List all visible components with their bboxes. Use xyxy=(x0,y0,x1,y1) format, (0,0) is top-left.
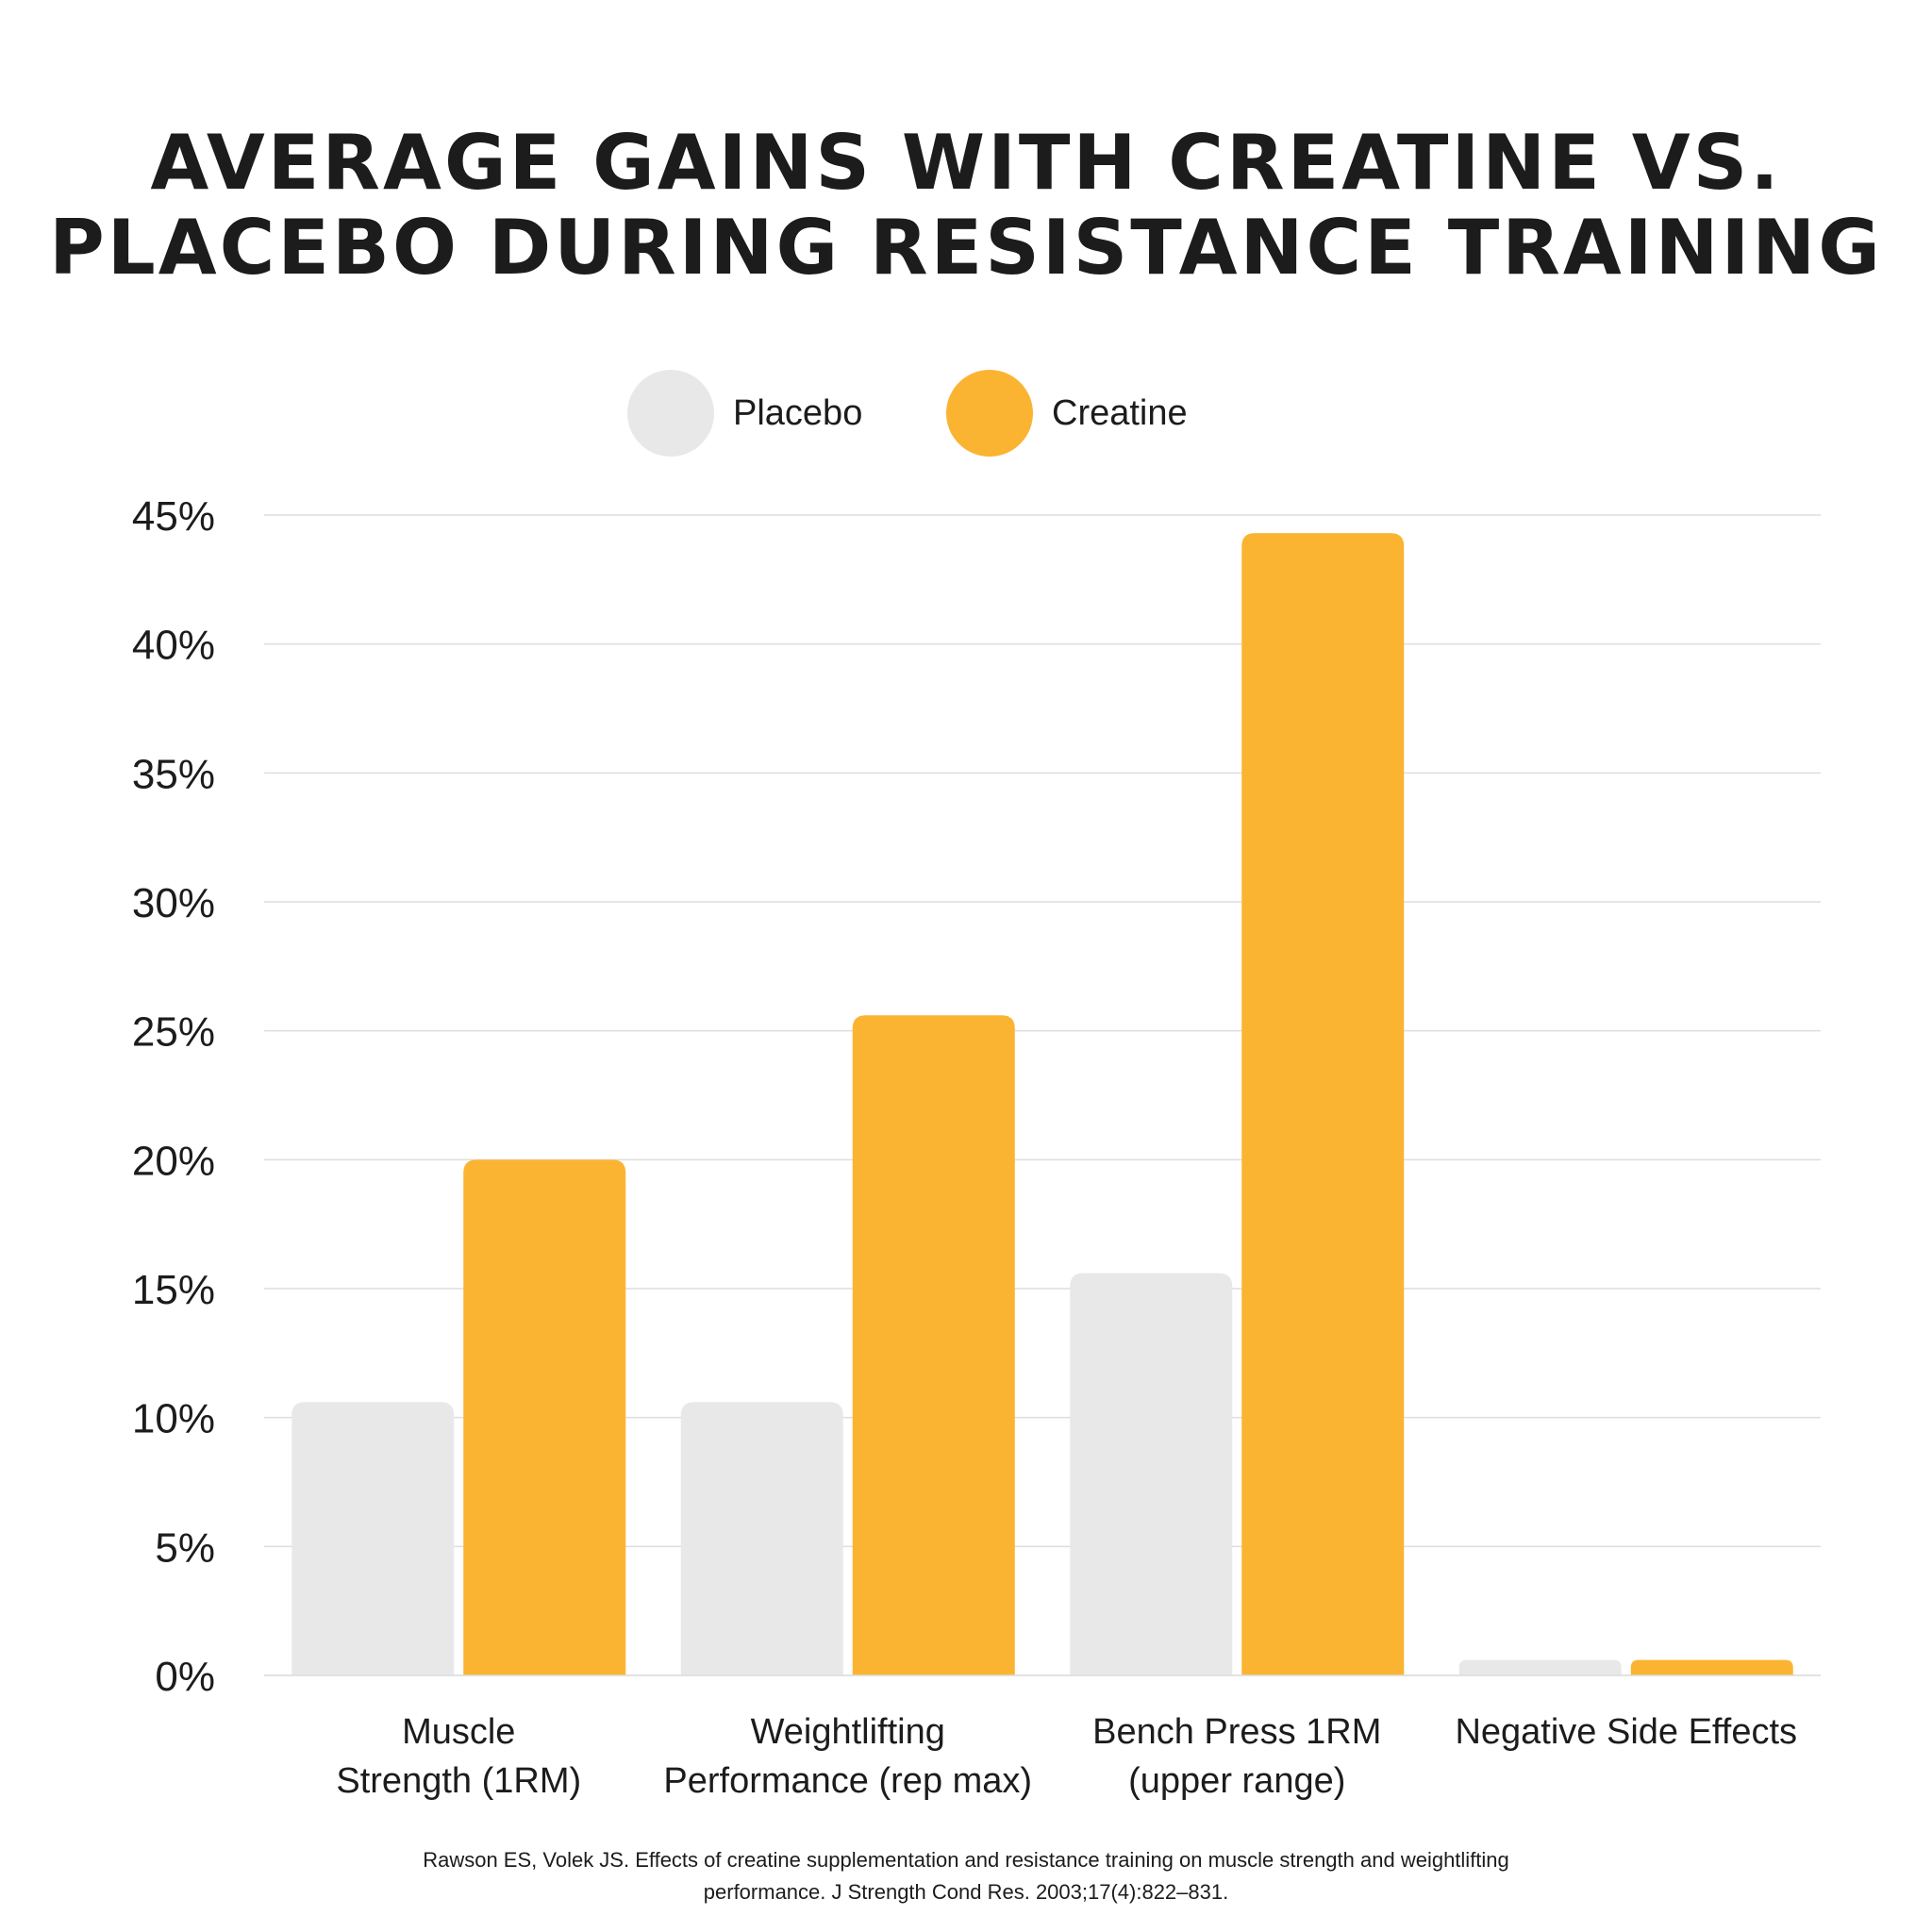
legend-swatch-placebo xyxy=(627,370,714,457)
legend: Placebo Creatine xyxy=(0,370,1932,457)
source-line-2: performance. J Strength Cond Res. 2003;1… xyxy=(703,1880,1229,1904)
y-tick-label: 15% xyxy=(132,1267,215,1313)
legend-label-creatine: Creatine xyxy=(1052,392,1188,433)
y-tick-label: 25% xyxy=(132,1009,215,1056)
chart-title-line-2: PLACEBO DURING RESISTANCE TRAINING xyxy=(49,204,1883,291)
x-category-label-line: Negative Side Effects xyxy=(1455,1712,1797,1752)
x-category-label: Negative Side Effects xyxy=(1455,1712,1797,1752)
x-category-label: Weightlifting Performance (rep max) xyxy=(663,1712,1032,1801)
y-tick-label: 45% xyxy=(132,493,215,540)
bar-placebo-3 xyxy=(1070,1273,1233,1675)
y-tick-label: 20% xyxy=(132,1138,215,1184)
bar-creatine-1 xyxy=(463,1159,626,1675)
chart-title-line-1: AVERAGE GAINS WITH CREATINE VS. xyxy=(150,119,1782,207)
source-citation: Rawson ES, Volek JS. Effects of creatine… xyxy=(189,1844,1743,1908)
x-category-label: Muscle Strength (1RM) xyxy=(336,1712,581,1801)
y-tick-label: 30% xyxy=(132,880,215,926)
y-tick-label: 35% xyxy=(132,751,215,797)
x-category-label-line: Strength (1RM) xyxy=(336,1761,581,1801)
y-tick-label: 5% xyxy=(155,1524,215,1571)
bar-creatine-3 xyxy=(1241,533,1405,1676)
y-tick-label: 0% xyxy=(155,1654,215,1700)
x-category-label-line: Weightlifting xyxy=(751,1712,945,1752)
y-tick-label: 40% xyxy=(132,623,215,669)
bar-creatine-4 xyxy=(1630,1659,1793,1675)
legend-swatch-creatine xyxy=(946,370,1033,457)
y-tick-label: 10% xyxy=(132,1396,215,1442)
chart-title: AVERAGE GAINS WITH CREATINE VS. PLACEBO … xyxy=(0,121,1932,291)
bar-placebo-2 xyxy=(680,1402,843,1675)
legend-item-creatine: Creatine xyxy=(946,370,1188,457)
legend-item-placebo: Placebo xyxy=(627,370,862,457)
x-category-label-line: Performance (rep max) xyxy=(663,1761,1032,1801)
x-category-label-line: Bench Press 1RM xyxy=(1092,1712,1381,1752)
bar-placebo-4 xyxy=(1458,1659,1622,1675)
x-category-label-line: (upper range) xyxy=(1128,1761,1345,1801)
x-category-label: Bench Press 1RM (upper range) xyxy=(1092,1712,1381,1801)
x-category-label-line: Muscle xyxy=(402,1712,515,1752)
legend-label-placebo: Placebo xyxy=(733,392,863,433)
bar-placebo-1 xyxy=(291,1402,455,1675)
source-line-1: Rawson ES, Volek JS. Effects of creatine… xyxy=(423,1848,1509,1872)
bar-creatine-2 xyxy=(852,1015,1015,1675)
